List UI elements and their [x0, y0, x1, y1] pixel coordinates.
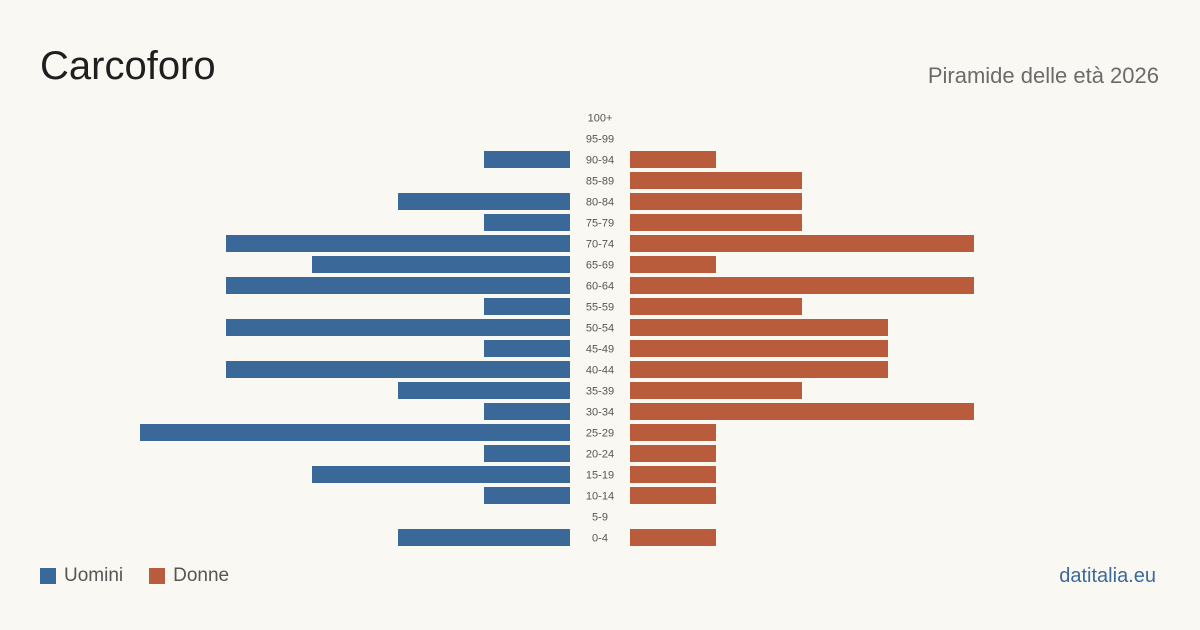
bar-women-60-64: [630, 277, 974, 294]
age-label-85-89: 85-89: [586, 176, 614, 188]
page-title: Carcoforo: [40, 44, 216, 88]
bar-women-55-59: [630, 298, 802, 315]
bar-women-35-39: [630, 382, 802, 399]
age-label-40-44: 40-44: [586, 365, 614, 377]
age-label-0-4: 0-4: [592, 533, 608, 545]
bar-women-90-94: [630, 151, 716, 168]
legend-item-men: Uomini: [40, 565, 123, 587]
bar-men-75-79: [484, 214, 570, 231]
age-label-35-39: 35-39: [586, 386, 614, 398]
age-label-55-59: 55-59: [586, 302, 614, 314]
legend-label-women: Donne: [173, 565, 230, 586]
age-label-80-84: 80-84: [586, 197, 614, 209]
bar-women-0-4: [630, 529, 716, 546]
bar-women-20-24: [630, 445, 716, 462]
age-label-100+: 100+: [588, 113, 613, 125]
bar-women-80-84: [630, 193, 802, 210]
age-label-65-69: 65-69: [586, 260, 614, 272]
bar-men-20-24: [484, 445, 570, 462]
bar-men-90-94: [484, 151, 570, 168]
bar-women-65-69: [630, 256, 716, 273]
bar-men-80-84: [398, 193, 570, 210]
age-label-30-34: 30-34: [586, 407, 614, 419]
age-label-10-14: 10-14: [586, 491, 614, 503]
bar-women-75-79: [630, 214, 802, 231]
bar-men-10-14: [484, 487, 570, 504]
age-label-15-19: 15-19: [586, 470, 614, 482]
bar-men-60-64: [226, 277, 570, 294]
age-label-70-74: 70-74: [586, 239, 614, 251]
legend-label-men: Uomini: [64, 565, 124, 586]
bar-men-55-59: [484, 298, 570, 315]
legend-item-women: Donne: [149, 565, 229, 587]
bar-women-15-19: [630, 466, 716, 483]
bar-women-45-49: [630, 340, 888, 357]
bar-women-50-54: [630, 319, 888, 336]
bar-men-25-29: [140, 424, 570, 441]
bar-men-15-19: [312, 466, 570, 483]
chart-subtitle: Piramide delle età 2026: [927, 63, 1159, 88]
age-label-90-94: 90-94: [586, 155, 614, 167]
age-label-75-79: 75-79: [586, 218, 614, 230]
age-label-20-24: 20-24: [586, 449, 614, 461]
bar-men-70-74: [226, 235, 570, 252]
brand-link[interactable]: datitalia.eu: [1059, 565, 1156, 587]
age-label-95-99: 95-99: [586, 134, 614, 146]
age-label-50-54: 50-54: [586, 323, 614, 335]
bar-men-0-4: [398, 529, 570, 546]
bar-men-50-54: [226, 319, 570, 336]
age-label-60-64: 60-64: [586, 281, 614, 293]
bar-women-85-89: [630, 172, 802, 189]
bar-men-45-49: [484, 340, 570, 357]
legend: Uomini Donne: [40, 565, 229, 587]
bar-men-65-69: [312, 256, 570, 273]
bar-women-10-14: [630, 487, 716, 504]
age-label-25-29: 25-29: [586, 428, 614, 440]
bar-women-25-29: [630, 424, 716, 441]
bar-women-70-74: [630, 235, 974, 252]
legend-swatch-men: [40, 568, 56, 584]
legend-swatch-women: [149, 568, 166, 584]
age-label-45-49: 45-49: [586, 344, 614, 356]
bar-women-30-34: [630, 403, 974, 420]
bar-men-30-34: [484, 403, 570, 420]
bar-men-40-44: [226, 361, 570, 378]
age-label-5-9: 5-9: [592, 512, 608, 524]
bar-men-35-39: [398, 382, 570, 399]
bar-women-40-44: [630, 361, 888, 378]
